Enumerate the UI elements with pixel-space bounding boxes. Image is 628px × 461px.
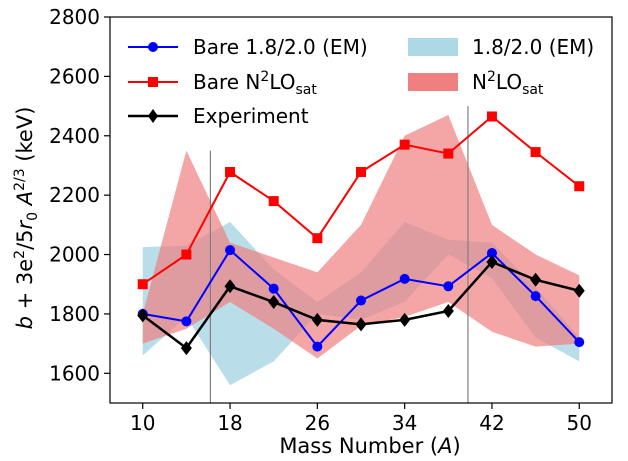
legend-swatch-band-em — [408, 38, 458, 56]
point-2-7 — [442, 303, 454, 318]
legend-marker-diamond — [148, 109, 158, 123]
legend-entry-experiment: Experiment — [128, 104, 309, 128]
legend-entry-band-em: 1.8/2.0 (EM) — [408, 35, 594, 59]
legend-label-bare-n2lo: Bare N2LOsat — [193, 69, 317, 98]
point-0-10 — [574, 337, 585, 348]
x-axis-label: Mass Number (A) — [279, 434, 460, 458]
point-1-10 — [574, 181, 585, 192]
point-0-2 — [225, 245, 236, 256]
point-2-5 — [355, 317, 367, 332]
point-2-10 — [573, 283, 585, 298]
point-1-8 — [486, 111, 497, 122]
point-2-8 — [486, 254, 498, 269]
x-tick-label: 26 — [305, 411, 330, 435]
axis-ticks: 10 18 26 34 42 50 1600 1800 2000 2200 2400 2600 2800 — [49, 5, 592, 435]
point-2-4 — [311, 312, 323, 327]
point-1-1 — [181, 249, 192, 260]
y-tick-label: 2000 — [49, 243, 100, 267]
point-1-2 — [225, 166, 236, 177]
point-0-1 — [181, 316, 192, 327]
point-1-4 — [312, 233, 323, 244]
y-tick-label: 1600 — [49, 361, 100, 385]
point-1-0 — [137, 279, 148, 290]
legend-marker-square — [148, 77, 158, 87]
point-0-8 — [486, 248, 497, 259]
legend-entry-bare-n2lo: Bare N2LOsat — [128, 69, 317, 98]
point-0-5 — [356, 295, 366, 306]
legend-entry-band-n2lo: N2LOsat — [408, 69, 544, 98]
legend-label-experiment: Experiment — [193, 104, 309, 128]
point-2-1 — [180, 341, 192, 356]
uncertainty-bands — [142, 114, 580, 386]
point-1-6 — [399, 139, 410, 150]
point-2-2 — [224, 279, 236, 294]
legend-entry-bare-em: Bare 1.8/2.0 (EM) — [128, 35, 368, 59]
x-tick-label: 10 — [130, 411, 155, 435]
point-1-9 — [530, 147, 541, 158]
point-2-0 — [137, 308, 149, 323]
band-1 — [142, 114, 580, 359]
plot-frame — [109, 16, 613, 404]
point-2-3 — [268, 295, 280, 310]
x-tick-label: 50 — [567, 411, 592, 435]
legend-label-band-em: 1.8/2.0 (EM) — [472, 35, 594, 59]
point-1-3 — [268, 196, 279, 207]
point-0-7 — [443, 281, 454, 292]
point-1-5 — [356, 166, 366, 177]
x-tick-label: 18 — [217, 411, 242, 435]
legend-label-band-n2lo: N2LOsat — [472, 69, 544, 98]
y-tick-label: 2600 — [49, 64, 100, 88]
y-tick-label: 2400 — [49, 124, 100, 148]
region-dividers — [209, 106, 469, 403]
legend-swatch-band-n2lo — [408, 73, 458, 91]
point-1-7 — [443, 148, 454, 159]
y-tick-label: 1800 — [49, 302, 100, 326]
point-2-6 — [399, 312, 411, 327]
series-lines — [137, 111, 585, 356]
x-tick-label: 42 — [479, 411, 504, 435]
point-0-9 — [530, 291, 541, 302]
legend-label-bare-em: Bare 1.8/2.0 (EM) — [193, 35, 368, 59]
point-0-6 — [399, 273, 410, 284]
y-axis-label: b + 3e2/5r0 A2/3 (keV) — [12, 107, 41, 330]
point-0-4 — [312, 341, 323, 352]
legend-marker-circle — [148, 42, 158, 52]
y-tick-label: 2200 — [49, 183, 100, 207]
y-tick-label: 2800 — [49, 5, 100, 29]
legend: Bare 1.8/2.0 (EM) Bare N2LOsat Experimen… — [128, 35, 594, 128]
point-0-3 — [268, 283, 279, 294]
point-2-9 — [530, 272, 542, 287]
x-tick-label: 34 — [392, 411, 417, 435]
